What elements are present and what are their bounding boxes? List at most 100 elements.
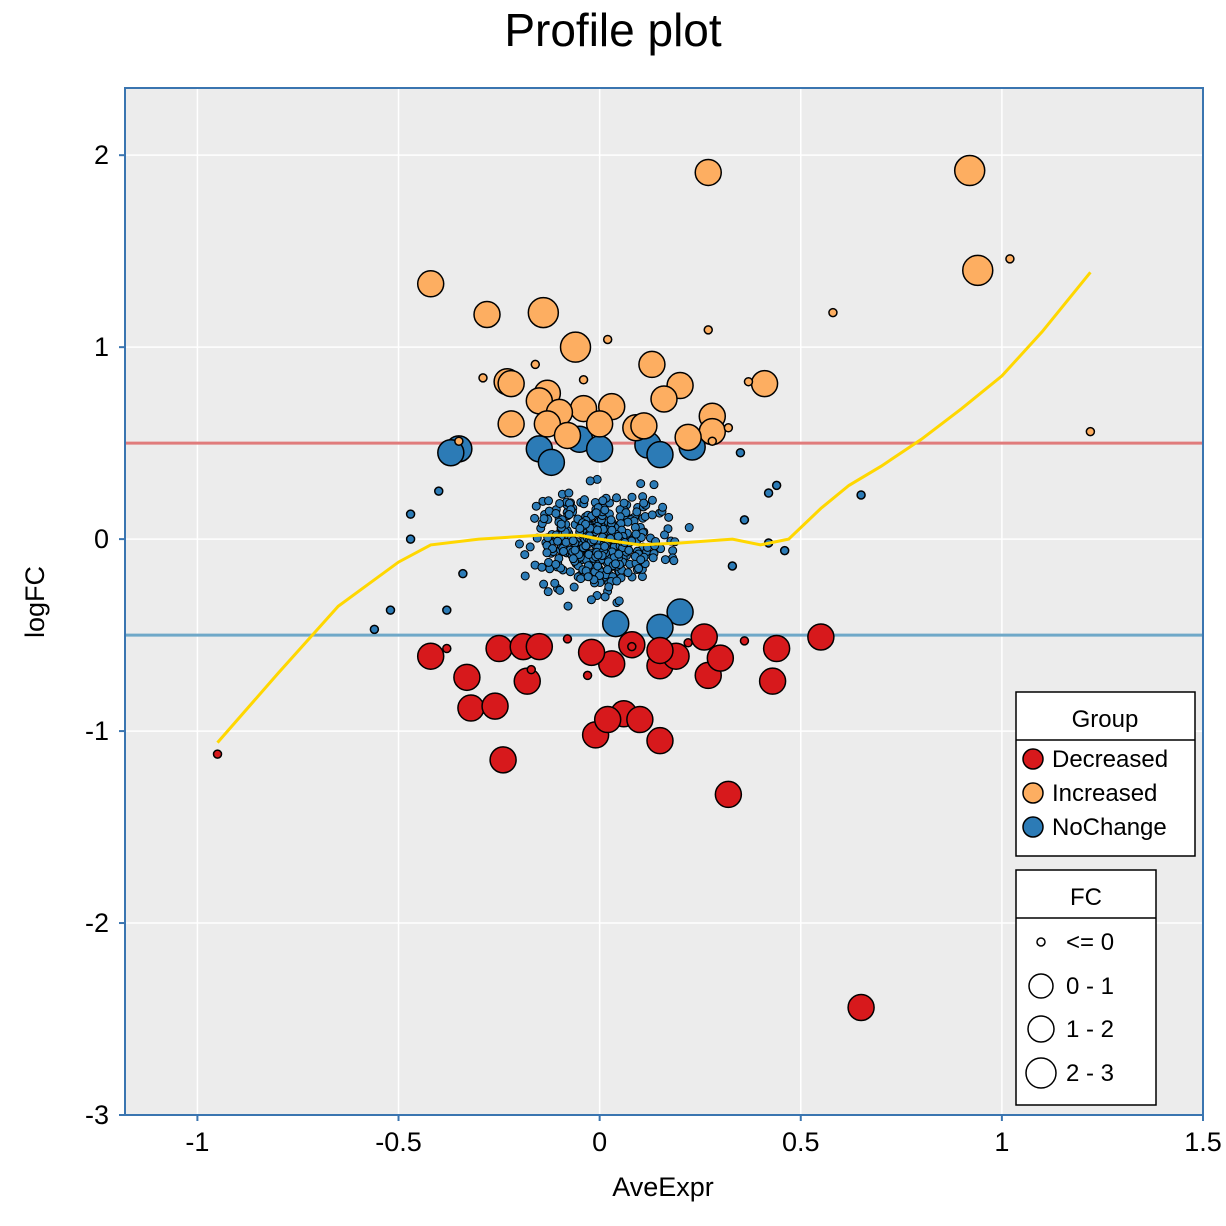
point-increased (602, 334, 613, 345)
point-nochange-cloud (659, 530, 669, 540)
point-nochange-cloud (520, 571, 530, 581)
x-tick-label: -0.5 (375, 1127, 422, 1157)
point-nochange-cloud (551, 508, 561, 518)
y-tick-label: -1 (85, 716, 109, 746)
point-nochange-cloud (575, 523, 585, 533)
point-nochange-cloud (600, 505, 610, 515)
point-nochange-cloud (632, 507, 642, 517)
legend-marker-increased (1022, 782, 1044, 804)
point-nochange (433, 486, 444, 496)
axis-ticks: -1 -0.5 0 0.5 1 1.5 -3 -2 -1 0 1 2 (85, 140, 1222, 1157)
legend-marker-decreased (1022, 748, 1044, 770)
point-nochange-cloud (624, 545, 634, 555)
legend-fc-marker (1027, 1015, 1055, 1043)
point-nochange-cloud (555, 585, 565, 595)
point-nochange (442, 605, 452, 615)
point-nochange-cloud (611, 493, 621, 503)
point-nochange-cloud (614, 549, 624, 559)
point-nochange-cloud (684, 523, 694, 533)
point-nochange (405, 534, 416, 544)
point-nochange-cloud (636, 555, 646, 565)
point-decreased (690, 623, 718, 651)
point-nochange-cloud (551, 559, 561, 569)
point-nochange-cloud (586, 595, 596, 605)
point-nochange-cloud (542, 548, 552, 558)
legend-fc-items: <= 0 0 - 1 1 - 2 2 - 3 (1025, 929, 1114, 1089)
point-nochange-cloud (604, 582, 614, 592)
point-nochange-cloud (619, 498, 629, 508)
point-decreased (847, 993, 875, 1022)
point-decreased (525, 632, 554, 661)
point-nochange-cloud (612, 576, 622, 586)
point-nochange-cloud (550, 578, 560, 588)
legend-fc-label: 0 - 1 (1066, 973, 1114, 1000)
point-increased (473, 300, 501, 329)
y-tick-label: 2 (94, 140, 109, 170)
point-nochange-cloud (593, 561, 603, 571)
point-decreased (562, 634, 573, 644)
legend-fc-label: 1 - 2 (1066, 1016, 1114, 1043)
point-decreased (807, 623, 835, 651)
x-tick-label: 0 (592, 1127, 607, 1157)
point-nochange-cloud (607, 525, 617, 535)
point-decreased (762, 634, 791, 663)
point-nochange-cloud (539, 514, 549, 524)
legend-fc-marker (1025, 1057, 1057, 1089)
x-tick-label: 0.5 (782, 1127, 820, 1157)
point-increased (578, 375, 589, 385)
point-nochange-cloud (525, 542, 535, 552)
point-decreased (582, 670, 593, 681)
trend-line-path (216, 271, 1092, 744)
point-decreased (442, 643, 452, 654)
data-points (212, 154, 1096, 1022)
legend-label-increased: Increased (1052, 780, 1157, 807)
point-nochange-cloud (553, 536, 563, 546)
point-nochange-cloud (559, 546, 569, 556)
point-nochange-cloud (565, 567, 575, 577)
point-nochange-cloud (564, 488, 574, 498)
point-increased (674, 423, 702, 452)
legend-fc: FC <= 0 0 - 1 1 - 2 2 - 3 (1015, 869, 1157, 1106)
point-nochange-cloud (639, 498, 649, 508)
x-axis-label: AveExpr (612, 1172, 714, 1202)
point-nochange-cloud (569, 582, 579, 592)
legend-marker-nochange (1022, 816, 1044, 838)
point-increased (953, 154, 986, 187)
point-nochange-cloud (520, 550, 530, 560)
legend-fc-label: <= 0 (1066, 929, 1114, 956)
point-increased (743, 376, 754, 387)
point-nochange-cloud (581, 541, 591, 551)
point-nochange-cloud (537, 562, 547, 572)
point-decreased (646, 636, 674, 665)
point-decreased (485, 634, 513, 663)
legend-group-title: Group (1072, 706, 1139, 733)
point-nochange-cloud (592, 525, 602, 535)
point-nochange-cloud (600, 592, 610, 602)
point-nochange-cloud (634, 564, 644, 574)
point-increased (416, 270, 445, 298)
point-nochange-cloud (603, 565, 613, 575)
point-nochange (763, 488, 774, 498)
point-nochange-cloud (598, 496, 608, 506)
point-nochange-cloud (648, 553, 658, 563)
point-increased (707, 436, 718, 446)
point-decreased (526, 664, 537, 675)
legend-fc-marker (1028, 973, 1054, 999)
point-increased (650, 385, 678, 413)
legend-label-decreased: Decreased (1052, 746, 1168, 773)
y-tick-label: -2 (85, 908, 109, 938)
point-nochange-cloud (627, 492, 637, 502)
point-nochange (601, 609, 630, 638)
point-nochange (437, 438, 465, 467)
point-decreased (453, 663, 481, 692)
point-increased (530, 359, 541, 370)
y-tick-label: 1 (94, 332, 109, 362)
point-nochange (646, 440, 674, 469)
point-increased (630, 412, 658, 440)
point-increased (559, 331, 592, 363)
point-nochange (779, 545, 790, 556)
point-nochange-cloud (613, 531, 623, 541)
point-increased (454, 436, 464, 446)
